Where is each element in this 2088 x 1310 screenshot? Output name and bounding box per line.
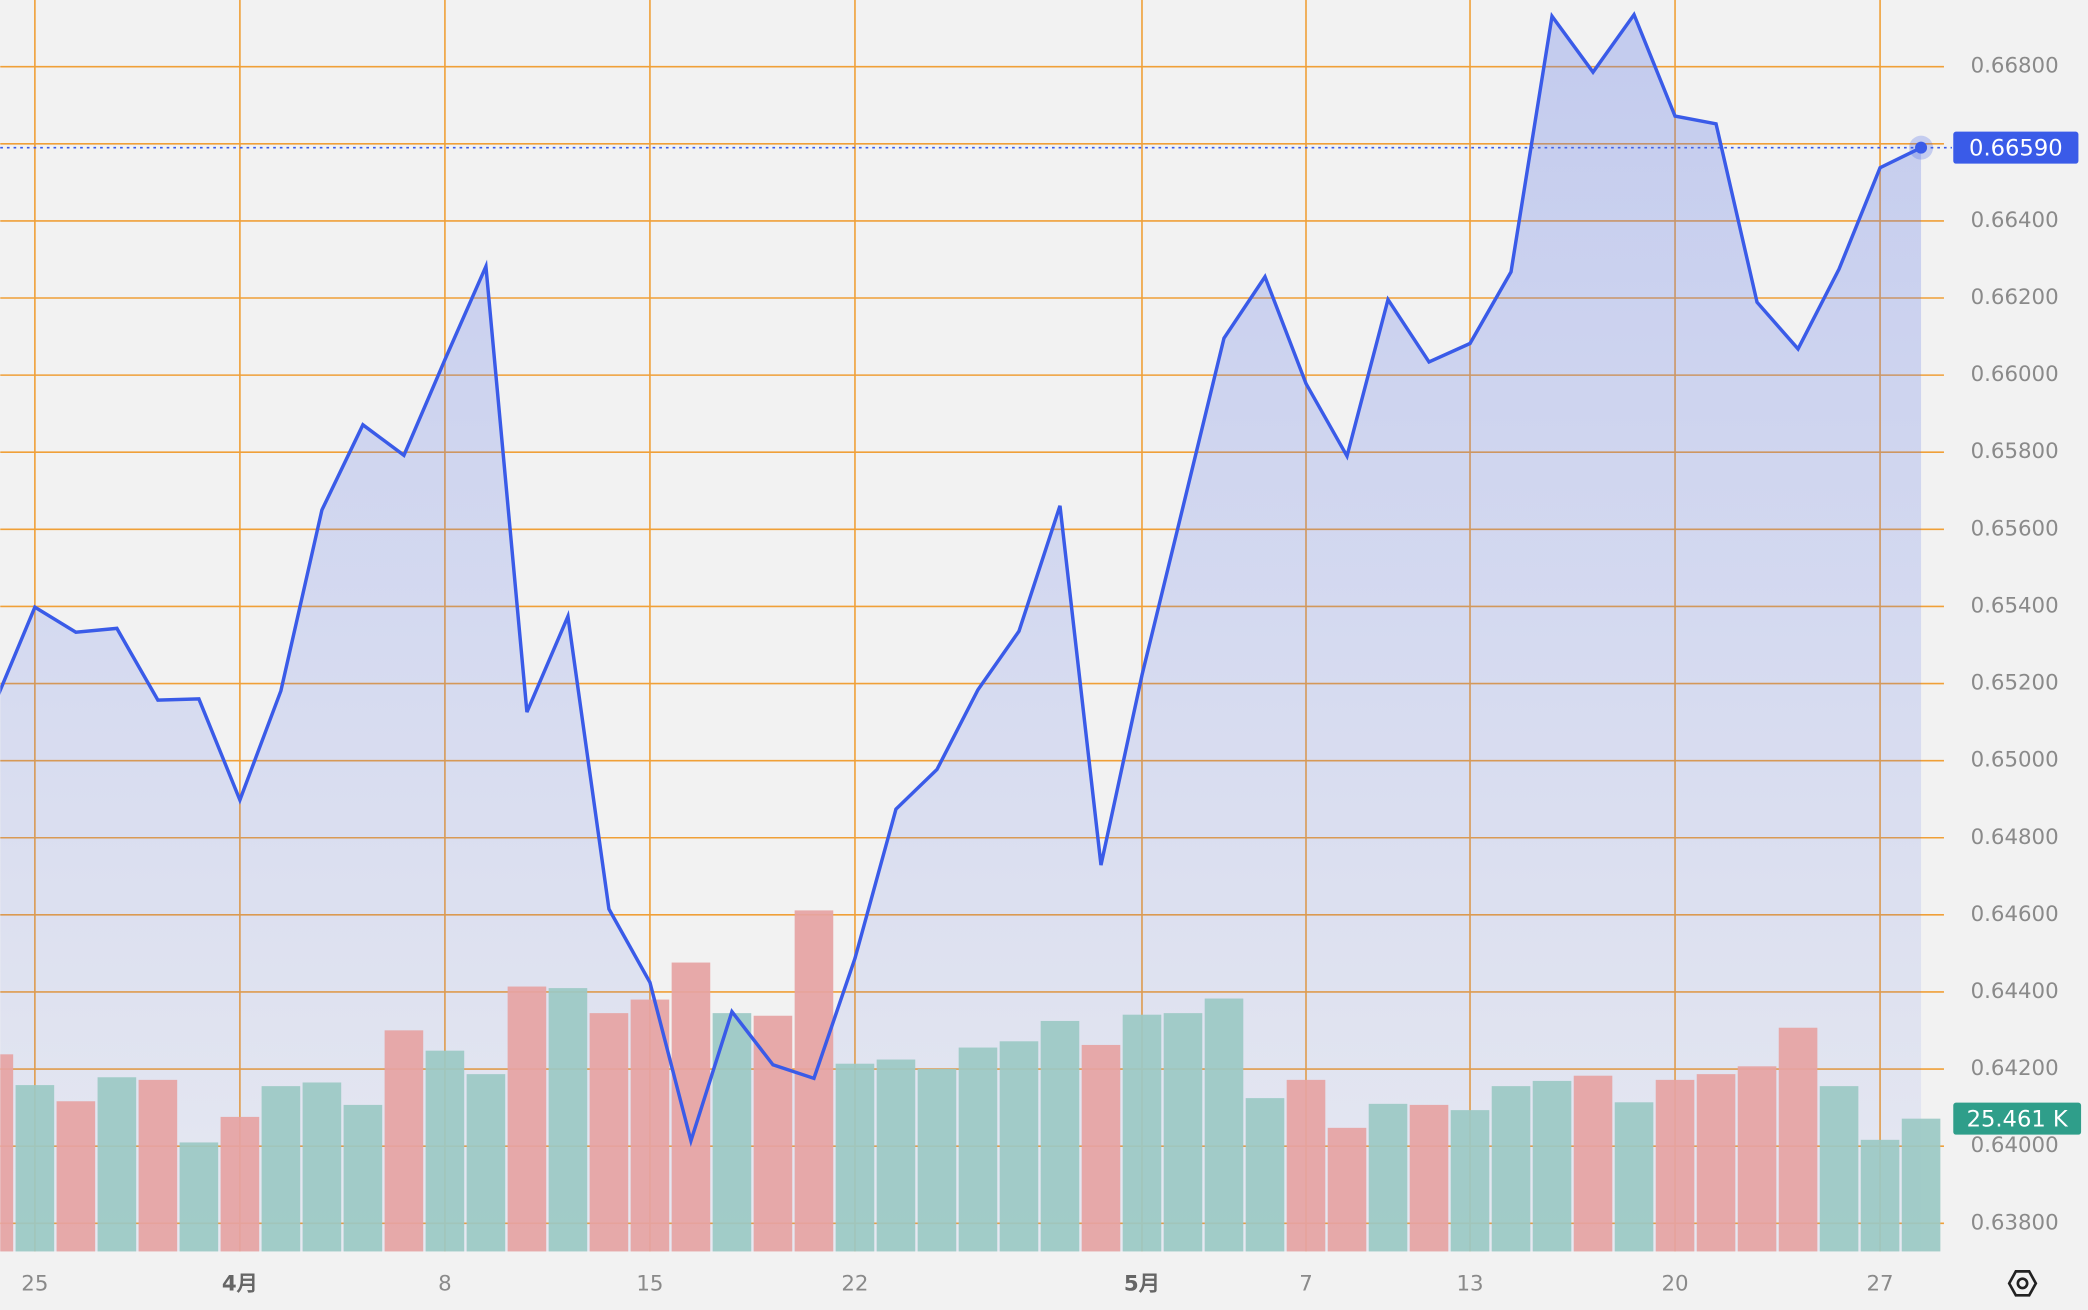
settings-dot <box>2016 1277 2029 1290</box>
y-tick-label: 0.65000 <box>1971 748 2059 773</box>
volume-bar <box>1163 1013 1203 1252</box>
volume-bar <box>97 1077 137 1252</box>
volume-bar <box>548 988 588 1252</box>
volume-bar <box>1532 1080 1572 1252</box>
volume-bar <box>958 1047 998 1252</box>
volume-bar <box>794 910 834 1252</box>
x-tick-label: 8 <box>438 1272 452 1297</box>
volume-bar <box>466 1074 506 1252</box>
volume-bar <box>671 962 711 1252</box>
y-tick-label: 0.66800 <box>1971 54 2059 79</box>
axes: 0.63800 0.64000 0.64200 0.64400 0.64600 0.648… <box>21 54 2082 1297</box>
volume-bar <box>917 1068 957 1252</box>
volume-bar <box>1655 1079 1695 1252</box>
y-tick-label: 0.66400 <box>1971 208 2059 233</box>
last-price-box <box>1953 131 2079 164</box>
volume-bar <box>261 1086 301 1252</box>
volume-bar <box>1819 1086 1859 1252</box>
last-price-label: 0.66590 <box>1969 135 2063 161</box>
volume-bar <box>507 986 547 1252</box>
volume-bar <box>1122 1014 1162 1252</box>
y-tick-label: 0.64200 <box>1971 1056 2059 1081</box>
volume-bar <box>220 1116 260 1252</box>
y-tick-label: 0.64800 <box>1971 825 2059 850</box>
volume-bar <box>343 1104 383 1252</box>
volume-bar <box>835 1063 875 1252</box>
y-tick-label: 0.65400 <box>1971 593 2059 618</box>
x-tick-label: 15 <box>636 1272 663 1297</box>
volume-bar <box>179 1142 219 1252</box>
volume-bar <box>876 1059 916 1252</box>
volume-bar <box>302 1082 342 1252</box>
y-tick-label: 0.65200 <box>1971 671 2059 696</box>
settings-icon[interactable] <box>2007 1270 2038 1297</box>
volume-bar <box>1368 1103 1408 1252</box>
x-tick-label: 5月 <box>1124 1272 1160 1297</box>
y-tick-label: 0.66200 <box>1971 285 2059 310</box>
volume-bar <box>1614 1102 1654 1252</box>
volume-bar <box>1860 1139 1900 1252</box>
volume-bar <box>589 1013 629 1252</box>
x-tick-label: 20 <box>1661 1272 1688 1297</box>
volume-bar <box>1040 1020 1080 1252</box>
volume-bar <box>999 1041 1039 1252</box>
volume-bar <box>630 999 670 1252</box>
volume-bar <box>1450 1110 1490 1252</box>
volume-bar <box>1491 1086 1531 1252</box>
volume-bar <box>425 1050 465 1252</box>
volume-bar <box>1901 1118 1941 1252</box>
last-volume-box <box>1953 1102 2082 1135</box>
last-volume-label: 25.461 K <box>1967 1106 2069 1132</box>
price-area <box>0 14 1922 1252</box>
y-tick-label: 0.64000 <box>1971 1133 2059 1158</box>
y-tick-label: 0.65600 <box>1971 516 2059 541</box>
volume-bar <box>384 1030 424 1252</box>
volume-bar <box>1286 1079 1326 1252</box>
last-price-dot <box>1915 141 1928 154</box>
y-tick-label: 0.66000 <box>1971 362 2059 387</box>
volume-bar <box>1081 1044 1121 1252</box>
volume-bar <box>753 1015 793 1252</box>
volume-bar <box>1245 1098 1285 1252</box>
y-tick-label: 0.65800 <box>1971 439 2059 464</box>
volume-bar <box>1573 1075 1613 1252</box>
volume-bar <box>1696 1074 1736 1252</box>
volume-bar <box>1327 1127 1367 1252</box>
x-tick-label: 22 <box>841 1272 868 1297</box>
settings-hexagon <box>2007 1270 2038 1297</box>
plot-area <box>0 11 1941 1252</box>
x-tick-label: 4月 <box>222 1272 258 1297</box>
price-line <box>0 11 1922 1148</box>
x-tick-label: 7 <box>1299 1272 1313 1297</box>
volume-bar <box>15 1085 55 1252</box>
volume-bar <box>1204 998 1244 1252</box>
y-tick-label: 0.64400 <box>1971 979 2059 1004</box>
volume-bar <box>1737 1066 1777 1252</box>
x-tick-label: 13 <box>1456 1272 1483 1297</box>
x-tick-label: 25 <box>21 1272 48 1297</box>
volume-bar <box>0 1054 14 1252</box>
volume-bar <box>1778 1027 1818 1252</box>
volume-bar <box>138 1079 178 1252</box>
y-tick-label: 0.63800 <box>1971 1210 2059 1235</box>
volume-bar <box>56 1101 96 1252</box>
volume-bar <box>1409 1104 1449 1252</box>
x-tick-label: 27 <box>1867 1272 1894 1297</box>
y-tick-label: 0.64600 <box>1971 902 2059 927</box>
